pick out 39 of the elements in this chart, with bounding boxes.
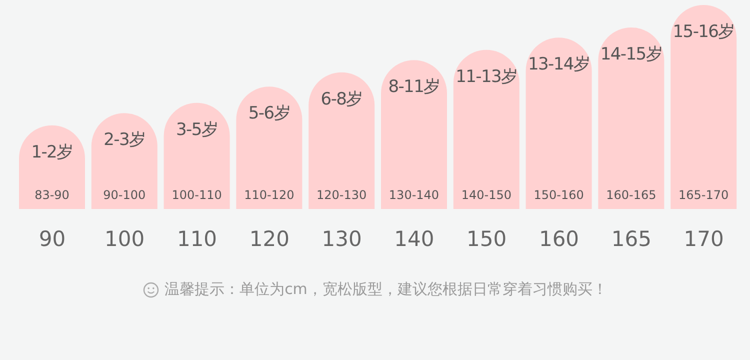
x-tick-label: 160 bbox=[538, 226, 580, 251]
bar bbox=[670, 5, 737, 209]
bar bbox=[308, 72, 375, 209]
annotation: 150-160 bbox=[534, 188, 584, 202]
text: 温馨提示：单位为cm，宽松版型，建议您根据日常穿着习惯购买！ bbox=[164, 280, 608, 299]
x-tick-label: 165 bbox=[611, 226, 652, 251]
annotation: 5-6岁 bbox=[248, 104, 290, 124]
annotation: 130-140 bbox=[388, 188, 440, 202]
annotation: 160-165 bbox=[606, 188, 656, 202]
annotation: 2-3岁 bbox=[104, 130, 146, 150]
x-tick-label: 90 bbox=[38, 226, 66, 251]
annotation: 1-2岁 bbox=[31, 142, 73, 162]
x-tick-label: 140 bbox=[394, 226, 434, 251]
x-tick-label: 120 bbox=[249, 226, 290, 251]
annotation: 83-90 bbox=[34, 188, 70, 202]
x-tick-label: 170 bbox=[684, 226, 724, 251]
annotation: 11-13岁 bbox=[456, 66, 518, 87]
annotation: 13-14岁 bbox=[528, 54, 590, 75]
annotation: 14-15岁 bbox=[600, 44, 662, 64]
annotation: 3-5岁 bbox=[176, 120, 218, 140]
x-tick-label: 130 bbox=[322, 226, 362, 251]
x-tick-label: 110 bbox=[176, 226, 218, 251]
bar bbox=[598, 28, 664, 209]
bar bbox=[164, 102, 230, 209]
bar bbox=[381, 60, 447, 209]
annotation: 140-150 bbox=[461, 188, 512, 202]
annotation: 90-100 bbox=[103, 188, 146, 202]
bar bbox=[453, 50, 520, 209]
bar bbox=[526, 38, 592, 209]
annotation: 120-130 bbox=[316, 188, 367, 202]
bar bbox=[236, 86, 302, 209]
x-tick-label: 150 bbox=[466, 226, 507, 251]
annotation: 8-11岁 bbox=[388, 77, 440, 98]
annotation: 110-120 bbox=[244, 188, 294, 202]
x-tick-label: 100 bbox=[104, 226, 145, 251]
annotation: 100-110 bbox=[172, 188, 222, 202]
annotation: 165-170 bbox=[678, 188, 729, 202]
annotation: 6-8岁 bbox=[320, 89, 362, 110]
annotation: 15-16岁 bbox=[672, 22, 734, 42]
